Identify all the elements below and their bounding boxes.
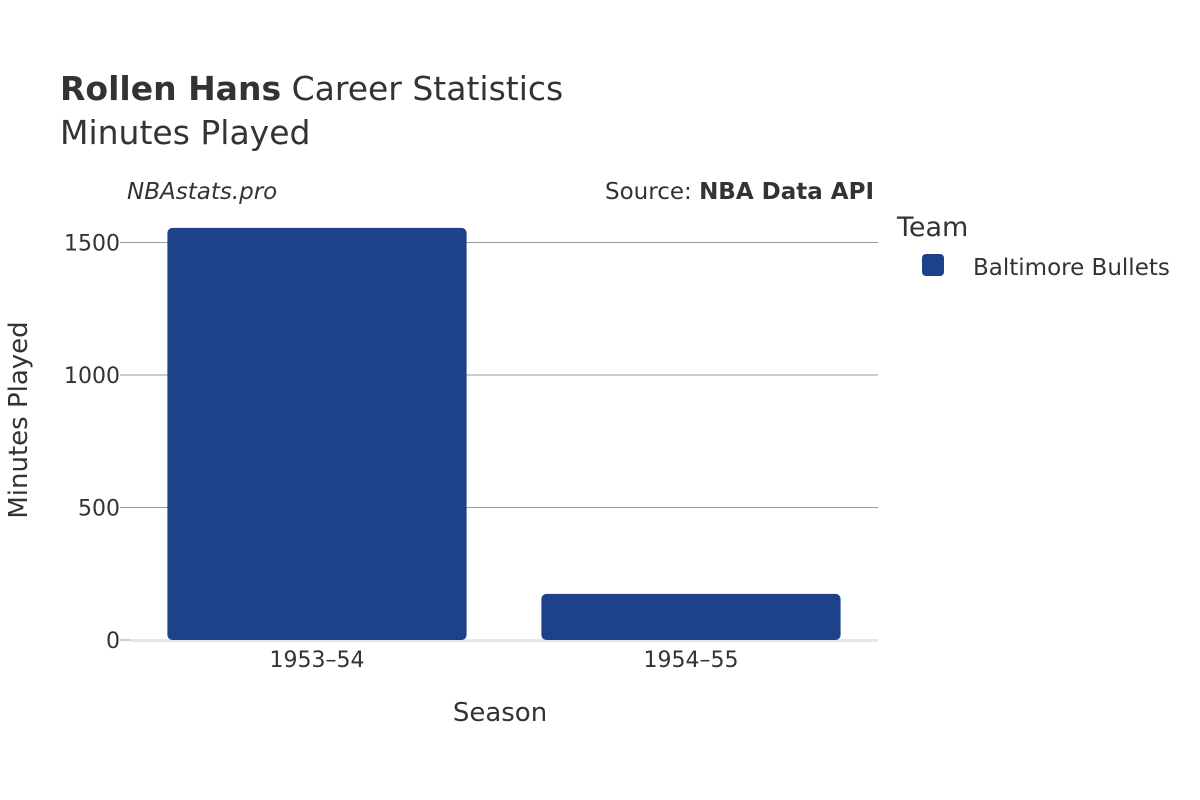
title-player: Rollen Hans xyxy=(60,69,281,108)
source-credit: Source: NBA Data API xyxy=(605,179,874,205)
source-name: NBA Data API xyxy=(699,179,874,205)
source-prefix: Source: xyxy=(605,179,699,205)
y-tick-label: 1500 xyxy=(64,232,120,257)
x-axis-title: Season xyxy=(453,698,547,728)
bars xyxy=(167,227,841,641)
y-tick-labels: 0 500 1000 1500 xyxy=(64,232,120,655)
y-tick-label: 1000 xyxy=(64,364,120,389)
y-tick-label: 0 xyxy=(106,629,120,654)
x-tick-label: 1954–55 xyxy=(644,648,739,673)
x-tick-labels: 1953–54 1954–55 xyxy=(270,648,739,673)
chart-title: Rollen Hans Career Statistics xyxy=(60,69,563,108)
y-axis-title: Minutes Played xyxy=(4,321,34,518)
legend-swatch[interactable] xyxy=(922,254,944,276)
bar-1953–54[interactable] xyxy=(167,227,467,641)
legend-title: Team xyxy=(896,212,968,243)
y-tick-label: 500 xyxy=(78,497,120,522)
bar-1954–55[interactable] xyxy=(541,593,841,640)
title-rest: Career Statistics xyxy=(281,69,563,108)
chart-subtitle: Minutes Played xyxy=(60,113,310,152)
site-credit: NBAstats.pro xyxy=(127,179,277,205)
legend-item-label[interactable]: Baltimore Bullets xyxy=(973,255,1170,281)
x-tick-label: 1953–54 xyxy=(270,648,365,673)
